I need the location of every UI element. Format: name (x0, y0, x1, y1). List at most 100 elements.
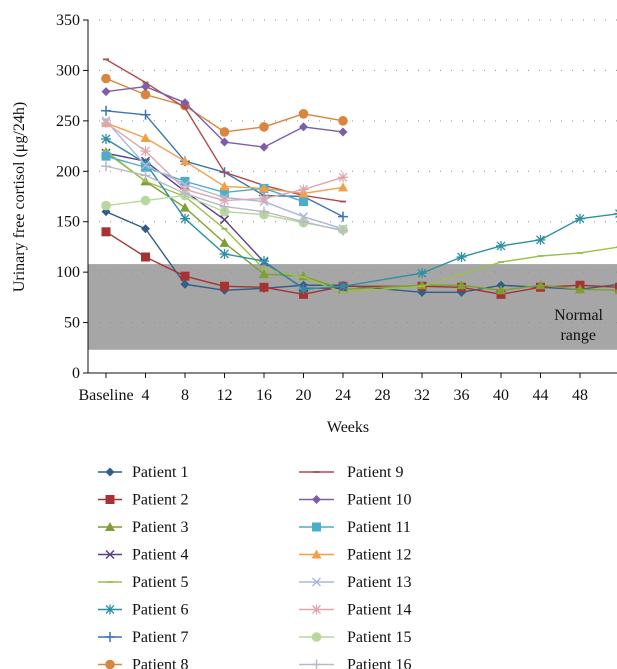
legend-label-patient-14: Patient 14 (347, 602, 411, 619)
y-tick-label-0: 0 (72, 365, 80, 382)
legend-marker-patient-3 (105, 522, 115, 531)
point-patient-3-3 (219, 237, 230, 247)
legend-label-patient-8: Patient 8 (132, 657, 188, 669)
point-patient-14-5 (298, 184, 309, 195)
point-patient-11-5 (299, 197, 308, 207)
normal-range-label-top: Normal (554, 307, 603, 324)
point-patient-8-3 (219, 127, 230, 137)
y-tick-label-250: 250 (56, 113, 80, 130)
legend-item-patient-16: Patient 16 (299, 657, 411, 669)
point-patient-12-6 (338, 182, 348, 192)
point-patient-3-10 (496, 285, 506, 295)
legend-marker-patient-14 (311, 604, 322, 615)
x-axis-title: Weeks (327, 419, 369, 436)
point-patient-2-13 (615, 282, 617, 292)
y-tick-label-300: 300 (56, 62, 80, 79)
legend-marker-patient-1 (105, 467, 115, 477)
legend-marker-patient-15 (311, 632, 322, 642)
point-patient-2-3 (220, 281, 229, 291)
point-patient-15-1 (140, 195, 151, 206)
point-patient-16-6 (338, 225, 348, 236)
point-patient-2-4 (259, 282, 269, 292)
legend-item-patient-8: Patient 8 (98, 657, 188, 669)
point-patient-6-12 (575, 213, 585, 224)
legend-item-patient-2: Patient 2 (98, 492, 188, 509)
point-patient-12-2 (180, 156, 190, 166)
legend-label-patient-10: Patient 10 (347, 492, 411, 509)
legend-item-patient-11: Patient 11 (299, 519, 411, 536)
point-patient-10-6 (338, 127, 348, 137)
point-patient-10-2 (180, 98, 190, 108)
point-patient-6-4 (259, 256, 269, 267)
series-patient-11 (101, 151, 308, 207)
legend-item-patient-10: Patient 10 (299, 492, 411, 509)
point-patient-12-3 (219, 181, 230, 191)
point-patient-6-9 (456, 252, 467, 263)
point-patient-12-4 (259, 183, 269, 193)
point-patient-6-8 (417, 268, 427, 279)
point-patient-15-0 (101, 200, 111, 211)
legend-label-patient-12: Patient 12 (347, 547, 411, 564)
legend-label-patient-1: Patient 1 (132, 464, 188, 481)
point-patient-2-0 (101, 227, 111, 237)
x-tick-label-4: 4 (142, 387, 150, 404)
point-patient-1-1 (141, 224, 150, 234)
legend-marker-patient-7 (105, 632, 115, 642)
x-tick-label-16: 16 (256, 387, 272, 404)
x-tick-label-44: 44 (533, 387, 549, 404)
normal-range-label-bottom: range (560, 327, 596, 344)
normal-range-layer (88, 264, 617, 350)
x-tick-label-8: 8 (181, 387, 189, 404)
point-patient-16-2 (180, 188, 190, 199)
legend-marker-patient-6 (105, 604, 115, 615)
legend-label-patient-9: Patient 9 (347, 464, 403, 481)
y-axis-title: Urinary free cortisol (μg/24h) (11, 102, 28, 292)
legend-marker-patient-4 (105, 549, 115, 560)
legend-label-patient-2: Patient 2 (132, 492, 188, 509)
legend-item-patient-5: Patient 5 (98, 574, 188, 591)
point-patient-3-2 (180, 202, 190, 212)
x-tick-label-32: 32 (414, 387, 430, 404)
point-patient-6-6 (338, 281, 348, 292)
legend-label-patient-11: Patient 11 (347, 519, 411, 536)
point-patient-6-2 (180, 213, 190, 224)
point-patient-3-9 (456, 280, 467, 290)
point-patient-6-5 (298, 284, 309, 295)
legend-item-patient-4: Patient 4 (98, 547, 188, 564)
legend-item-patient-14: Patient 14 (299, 602, 411, 619)
point-patient-4-3 (219, 215, 230, 225)
legend-label-patient-3: Patient 3 (132, 519, 188, 536)
point-patient-11-3 (220, 187, 229, 197)
point-patient-1-10 (496, 280, 506, 290)
normal-range-band (88, 264, 617, 350)
x-tick-label-24: 24 (335, 387, 351, 404)
legend-marker-patient-16 (311, 659, 322, 669)
point-patient-16-1 (140, 170, 151, 181)
point-patient-2-2 (180, 271, 190, 281)
point-patient-16-0 (101, 161, 111, 172)
x-tick-label-20: 20 (296, 387, 312, 404)
legend-label-patient-16: Patient 16 (347, 657, 411, 669)
legend-label-patient-6: Patient 6 (132, 602, 188, 619)
point-patient-6-3 (219, 248, 230, 259)
y-tick-label-350: 350 (56, 12, 80, 29)
series-layer (101, 58, 617, 299)
series-patient-16 (101, 161, 348, 236)
legend-marker-patient-2 (105, 495, 115, 504)
series-patient-8 (101, 73, 348, 137)
y-tick-label-100: 100 (56, 264, 80, 281)
point-patient-13-1 (140, 160, 151, 170)
point-patient-14-6 (338, 172, 348, 183)
y-tick-label-50: 50 (64, 315, 80, 332)
point-patient-10-1 (141, 82, 150, 92)
legend-marker-patient-11 (312, 522, 321, 532)
series-patient-10 (101, 82, 348, 152)
point-patient-14-4 (259, 193, 269, 204)
x-tick-label-48: 48 (572, 387, 588, 404)
legend-label-patient-5: Patient 5 (132, 574, 188, 591)
point-patient-3-11 (535, 280, 546, 290)
point-patient-8-1 (140, 89, 151, 100)
point-patient-10-5 (299, 122, 308, 132)
point-patient-11-0 (101, 151, 111, 161)
